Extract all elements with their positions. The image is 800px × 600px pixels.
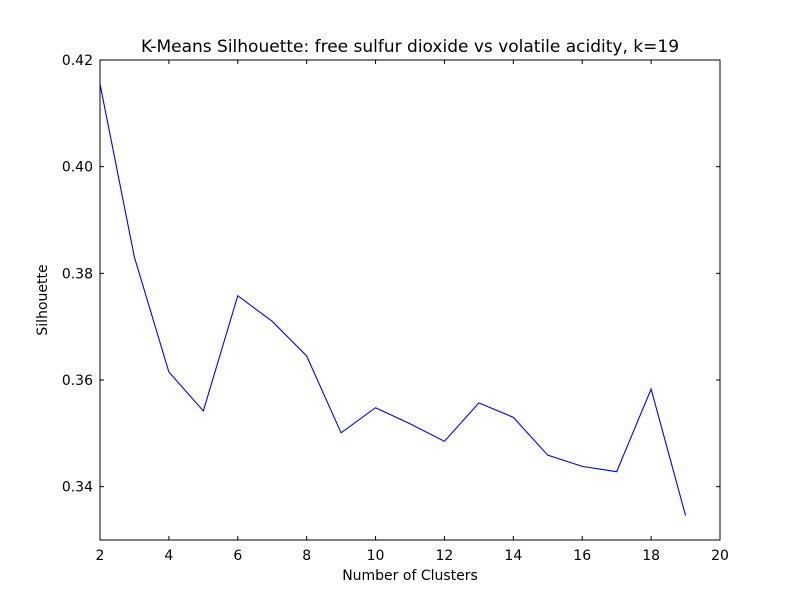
- x-tick-label: 4: [164, 548, 173, 564]
- x-tick-label: 18: [642, 548, 660, 564]
- x-tick-label: 16: [573, 548, 591, 564]
- x-tick-label: 10: [367, 548, 385, 564]
- y-tick-label: 0.40: [62, 160, 93, 176]
- x-axis-label: Number of Clusters: [342, 568, 478, 584]
- x-tick-label: 14: [504, 548, 522, 564]
- x-tick-label: 8: [302, 548, 311, 564]
- y-tick-label: 0.34: [62, 480, 93, 496]
- series-line: [99, 83, 687, 516]
- y-axis: 0.34 0.36 0.38 0.40 0.42: [62, 53, 720, 496]
- chart-title: K-Means Silhouette: free sulfur dioxide …: [141, 37, 679, 57]
- y-axis-label: Silhouette: [35, 264, 51, 335]
- x-tick-label: 2: [96, 548, 105, 564]
- series-layer: [99, 83, 687, 516]
- x-tick-label: 6: [233, 548, 242, 564]
- y-tick-label: 0.42: [62, 53, 93, 69]
- x-tick-label: 20: [711, 548, 729, 564]
- y-tick-label: 0.38: [62, 266, 93, 282]
- x-tick-label: 12: [436, 548, 454, 564]
- y-tick-label: 0.36: [62, 373, 93, 389]
- x-axis: 2 4 6 8 10 12 14 16 18 20: [96, 60, 729, 564]
- plot-frame: [99, 59, 721, 541]
